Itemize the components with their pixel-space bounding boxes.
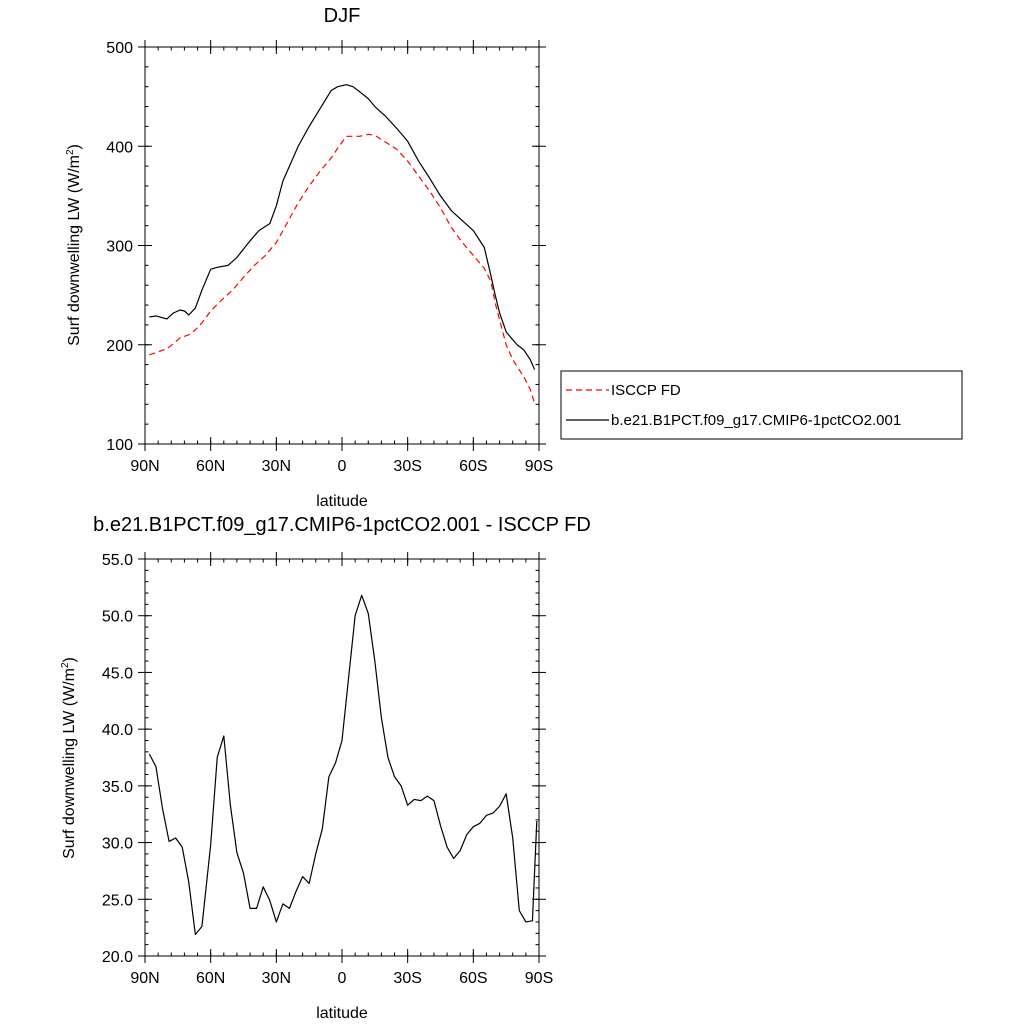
- top-series-lines: [149, 84, 536, 404]
- bottom-x-tick-label: 90S: [525, 970, 553, 987]
- bottom-axis-ticks: [138, 552, 546, 963]
- top-y-tick-label: 100: [106, 437, 133, 454]
- bottom-y-tick-label: 45.0: [102, 665, 133, 682]
- top-axis-ticks: [138, 40, 546, 451]
- top-plot-frame: [144, 46, 540, 445]
- top-x-tick-label: 60N: [196, 458, 225, 475]
- top-x-tick-label: 90N: [130, 458, 159, 475]
- top-y-tick-label: 300: [106, 239, 133, 256]
- top-y-axis-label: Surf downwelling LW (W/m2): [65, 144, 83, 346]
- bottom-y-axis-label: Surf downwelling LW (W/m2): [60, 657, 78, 859]
- top-chart-title: DJF: [324, 5, 361, 27]
- bottom-x-tick-label: 60N: [196, 970, 225, 987]
- top-x-tick-labels: 90N 60N 30N 0 30S 60S 90S: [130, 458, 553, 475]
- top-y-tick-label: 400: [106, 139, 133, 156]
- bottom-x-tick-label: 90N: [130, 970, 159, 987]
- bottom-x-axis-label: latitude: [316, 1005, 368, 1022]
- bottom-x-tick-label: 60S: [459, 970, 487, 987]
- top-x-tick-label: 90S: [525, 458, 553, 475]
- legend-box: [560, 370, 963, 440]
- top-x-tick-label: 0: [338, 458, 347, 475]
- bottom-y-tick-labels: 20.0 25.0 30.0 35.0 40.0 45.0 50.0 55.0: [102, 552, 133, 966]
- top-x-tick-label: 30N: [262, 458, 291, 475]
- bottom-x-tick-label: 30S: [393, 970, 421, 987]
- top-panel-djf: DJF 90N 60N 30N 0 30S 60S 90S 100200300400500 …: [65, 5, 553, 510]
- bottom-x-tick-label: 0: [338, 970, 347, 987]
- top-y-tick-label: 200: [106, 338, 133, 355]
- bottom-series-line-0: [148, 594, 538, 936]
- bottom-chart-title: b.e21.B1PCT.f09_g17.CMIP6-1pctCO2.001 - …: [93, 514, 591, 536]
- bottom-y-tick-label: 35.0: [102, 779, 133, 796]
- top-x-tick-label: 60S: [459, 458, 487, 475]
- top-y-tick-label: 500: [106, 40, 133, 57]
- bottom-x-tick-labels: 90N 60N 30N 0 30S 60S 90S: [130, 970, 553, 987]
- legend: ISCCP FD b.e21.B1PCT.f09_g17.CMIP6-1pctC…: [560, 370, 963, 440]
- top-y-tick-labels: 100 200 300 400 500: [106, 40, 133, 454]
- top-x-axis-label: latitude: [316, 493, 368, 510]
- bottom-x-tick-label: 30N: [262, 970, 291, 987]
- bottom-y-tick-label: 50.0: [102, 609, 133, 626]
- legend-label-isccp: ISCCP FD: [611, 382, 681, 399]
- bottom-y-tick-label: 30.0: [102, 836, 133, 853]
- bottom-y-tick-label: 40.0: [102, 722, 133, 739]
- top-x-tick-label: 30S: [393, 458, 421, 475]
- top-series-line-1: [149, 84, 536, 370]
- bottom-plot-frame: [144, 558, 540, 957]
- bottom-panel-difference: b.e21.B1PCT.f09_g17.CMIP6-1pctCO2.001 - …: [60, 514, 591, 1022]
- legend-label-model: b.e21.B1PCT.f09_g17.CMIP6-1pctCO2.001: [611, 412, 901, 429]
- bottom-y-tick-label: 20.0: [102, 949, 133, 966]
- bottom-y-tick-label: 55.0: [102, 552, 133, 569]
- bottom-y-tick-label: 25.0: [102, 892, 133, 909]
- bottom-series-lines: [148, 594, 538, 936]
- top-series-line-0: [149, 133, 536, 404]
